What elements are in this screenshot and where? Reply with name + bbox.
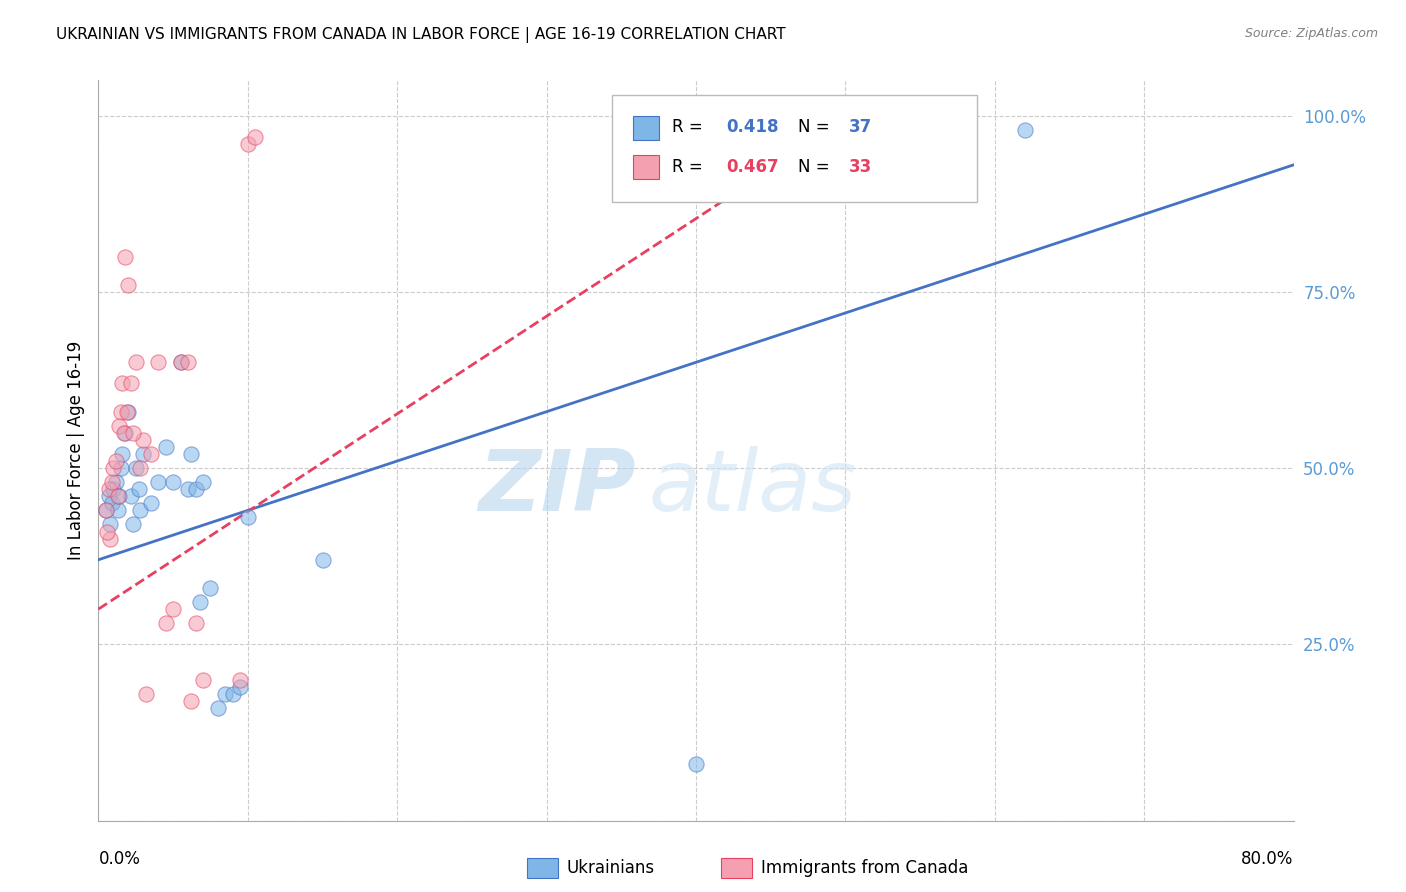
Point <box>94 503 117 517</box>
Point <box>200 581 222 595</box>
Point <box>111 376 134 391</box>
Text: 0.467: 0.467 <box>725 158 779 176</box>
Point <box>180 447 202 461</box>
Point <box>103 482 125 496</box>
Point <box>94 503 117 517</box>
Point <box>132 433 155 447</box>
Text: 0.418: 0.418 <box>725 118 779 136</box>
Point <box>148 355 170 369</box>
Point <box>188 595 211 609</box>
Text: Ukrainians: Ukrainians <box>567 859 655 877</box>
Point <box>214 687 236 701</box>
Point <box>121 517 143 532</box>
Y-axis label: In Labor Force | Age 16-19: In Labor Force | Age 16-19 <box>66 341 84 560</box>
Point <box>139 496 162 510</box>
Text: N =: N = <box>797 118 834 136</box>
Point <box>101 496 124 510</box>
Point <box>101 475 124 490</box>
Point <box>117 277 139 292</box>
FancyBboxPatch shape <box>633 116 659 139</box>
Point <box>177 482 200 496</box>
Point <box>120 376 142 391</box>
Point <box>184 482 207 496</box>
Text: R =: R = <box>672 158 709 176</box>
Point <box>685 757 707 772</box>
Point <box>96 524 118 539</box>
Point <box>117 405 139 419</box>
Point <box>103 461 125 475</box>
Point <box>107 489 129 503</box>
Text: 37: 37 <box>849 118 872 136</box>
Point <box>191 673 214 687</box>
Point <box>180 694 202 708</box>
Point <box>222 687 245 701</box>
Point <box>128 482 150 496</box>
Point <box>191 475 214 490</box>
Point <box>162 602 184 616</box>
Point <box>114 425 136 440</box>
Point <box>148 475 170 490</box>
Point <box>155 440 177 454</box>
Text: N =: N = <box>797 158 834 176</box>
FancyBboxPatch shape <box>633 155 659 178</box>
Point <box>169 355 191 369</box>
Text: atlas: atlas <box>648 446 856 529</box>
Text: Immigrants from Canada: Immigrants from Canada <box>761 859 967 877</box>
Text: 33: 33 <box>849 158 872 176</box>
Point <box>115 405 138 419</box>
FancyBboxPatch shape <box>613 95 977 202</box>
Point <box>110 461 132 475</box>
Point <box>120 489 142 503</box>
Point <box>98 517 122 532</box>
Point <box>110 405 132 419</box>
Point <box>229 680 252 694</box>
Point <box>125 355 148 369</box>
Point <box>105 475 128 490</box>
Point <box>129 503 152 517</box>
Point <box>1014 122 1036 136</box>
Point <box>236 136 259 151</box>
Point <box>169 355 191 369</box>
Point <box>177 355 200 369</box>
Text: 80.0%: 80.0% <box>1241 850 1294 868</box>
Point <box>162 475 184 490</box>
Point <box>245 129 267 144</box>
Point <box>139 447 162 461</box>
Point <box>184 616 207 631</box>
Point <box>97 489 120 503</box>
Text: R =: R = <box>672 118 709 136</box>
Point <box>97 482 120 496</box>
Point <box>229 673 252 687</box>
Point <box>108 489 131 503</box>
Point <box>111 447 134 461</box>
Text: UKRAINIAN VS IMMIGRANTS FROM CANADA IN LABOR FORCE | AGE 16-19 CORRELATION CHART: UKRAINIAN VS IMMIGRANTS FROM CANADA IN L… <box>56 27 786 43</box>
Point <box>135 687 157 701</box>
Point <box>107 503 129 517</box>
Point <box>132 447 155 461</box>
Point <box>125 461 148 475</box>
Point <box>207 701 229 715</box>
Point <box>311 553 333 567</box>
Point <box>121 425 143 440</box>
Point <box>105 454 128 468</box>
Point <box>112 425 135 440</box>
Text: Source: ZipAtlas.com: Source: ZipAtlas.com <box>1244 27 1378 40</box>
Text: ZIP: ZIP <box>478 446 637 529</box>
Text: 0.0%: 0.0% <box>98 850 141 868</box>
Point <box>108 418 131 433</box>
Point <box>98 532 122 546</box>
Point <box>155 616 177 631</box>
Point <box>129 461 152 475</box>
Point <box>236 510 259 524</box>
Point <box>114 250 136 264</box>
